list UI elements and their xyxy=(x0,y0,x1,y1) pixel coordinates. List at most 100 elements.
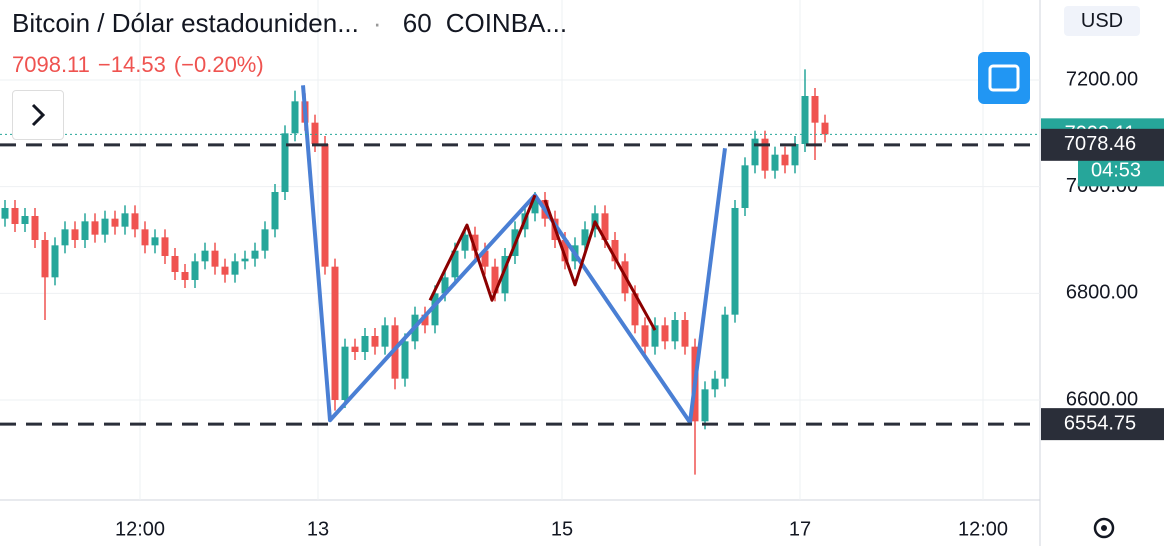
candle-body xyxy=(161,237,169,256)
candle-body xyxy=(311,122,319,144)
candle-body xyxy=(641,325,649,347)
candle-body xyxy=(261,229,269,251)
candle-body xyxy=(371,336,379,347)
price-box xyxy=(1041,408,1164,441)
price-label: 7078.46 xyxy=(1064,133,1136,155)
candle-body xyxy=(211,250,219,267)
change: −14.53 xyxy=(97,52,166,77)
candle-body xyxy=(801,96,809,144)
candle-body xyxy=(111,218,119,227)
candle-body xyxy=(451,250,459,278)
candle-body xyxy=(821,122,829,135)
candle-body xyxy=(91,221,99,235)
x-tick-label: 12:00 xyxy=(115,518,165,540)
candle-body xyxy=(501,256,509,294)
candle-body xyxy=(221,266,229,275)
candle-body xyxy=(491,266,499,294)
candle-body xyxy=(1,208,9,219)
candle-body xyxy=(181,272,189,280)
candle-body xyxy=(731,208,739,315)
symbol-header: Bitcoin / Dólar estadouniden... · 60 COINB… xyxy=(12,8,568,38)
settings-icon[interactable] xyxy=(1093,517,1115,539)
candle-body xyxy=(21,216,29,224)
candle-body xyxy=(421,314,429,326)
candle-body xyxy=(721,314,729,379)
candle-body xyxy=(601,213,609,240)
countdown: 04:53 xyxy=(1091,160,1141,182)
candle-body xyxy=(441,277,449,294)
candle-body xyxy=(271,192,279,230)
candle-body xyxy=(711,378,719,390)
candle-body xyxy=(81,221,89,240)
candle-body xyxy=(31,216,39,240)
candle-body xyxy=(251,250,259,259)
candle-body xyxy=(481,250,489,267)
expand-button[interactable] xyxy=(12,90,64,140)
candle-body xyxy=(461,234,469,251)
y-tick-label: 7200.00 xyxy=(1066,68,1138,90)
candle-body xyxy=(771,154,779,171)
candle-body xyxy=(361,336,369,352)
candle-body xyxy=(51,245,59,278)
price-line: 7098.11 −14.53 (−0.20%) xyxy=(12,52,272,78)
candle-body xyxy=(71,229,79,240)
price-label: 6554.75 xyxy=(1064,412,1136,434)
trend-drawing xyxy=(543,199,657,331)
fullscreen-button[interactable] xyxy=(978,52,1030,104)
candle-body xyxy=(431,293,439,326)
candle-body xyxy=(191,261,199,280)
x-tick-label: 12:00 xyxy=(958,518,1008,540)
candle-body xyxy=(141,229,149,246)
price-box xyxy=(1041,128,1164,161)
candle-body xyxy=(751,138,759,166)
candle-body xyxy=(321,144,329,267)
candle-body xyxy=(11,208,19,224)
x-tick-label: 13 xyxy=(307,518,329,540)
candle-body xyxy=(531,200,539,214)
candle-body xyxy=(741,165,749,208)
y-tick-label: 6800.00 xyxy=(1066,282,1138,304)
candle-body xyxy=(341,346,349,400)
candle-body xyxy=(661,325,669,342)
candle-body xyxy=(651,325,659,347)
candle-body xyxy=(611,240,619,262)
price: 7098.11 xyxy=(12,52,90,77)
candle-body xyxy=(581,229,589,246)
candle-body xyxy=(381,325,389,347)
candle-body xyxy=(761,138,769,171)
x-tick-label: 15 xyxy=(551,518,573,540)
exchange: COINBA... xyxy=(445,8,568,38)
currency[interactable]: USD xyxy=(1064,6,1140,36)
candle-body xyxy=(391,325,399,379)
x-tick-label: 17 xyxy=(789,518,811,540)
candle-body xyxy=(471,234,479,251)
trend-drawing xyxy=(428,194,537,302)
candle-body xyxy=(811,96,819,123)
candle-body xyxy=(241,258,249,262)
candle-body xyxy=(121,213,129,227)
candle-body xyxy=(681,320,689,347)
candle-body xyxy=(561,240,569,262)
candle-body xyxy=(791,144,799,166)
candle-body xyxy=(61,229,69,246)
candle-body xyxy=(131,213,139,230)
symbol: Bitcoin / Dólar estadouniden... xyxy=(12,8,359,38)
candle-body xyxy=(151,237,159,246)
candle-body xyxy=(231,261,239,275)
candle-body xyxy=(171,256,179,272)
candle-body xyxy=(401,341,409,379)
candle-body xyxy=(331,266,339,400)
candle-body xyxy=(671,320,679,342)
change-pct: (−0.20%) xyxy=(173,52,264,77)
countdown-box xyxy=(1078,156,1164,187)
candle-body xyxy=(351,346,359,352)
interval[interactable]: 60 xyxy=(402,8,432,38)
candle-body xyxy=(101,218,109,235)
candle-body xyxy=(781,154,789,166)
candle-body xyxy=(631,293,639,326)
candle-body xyxy=(701,389,709,422)
y-tick-label: 6600.00 xyxy=(1066,388,1138,410)
candle-body xyxy=(281,133,289,192)
